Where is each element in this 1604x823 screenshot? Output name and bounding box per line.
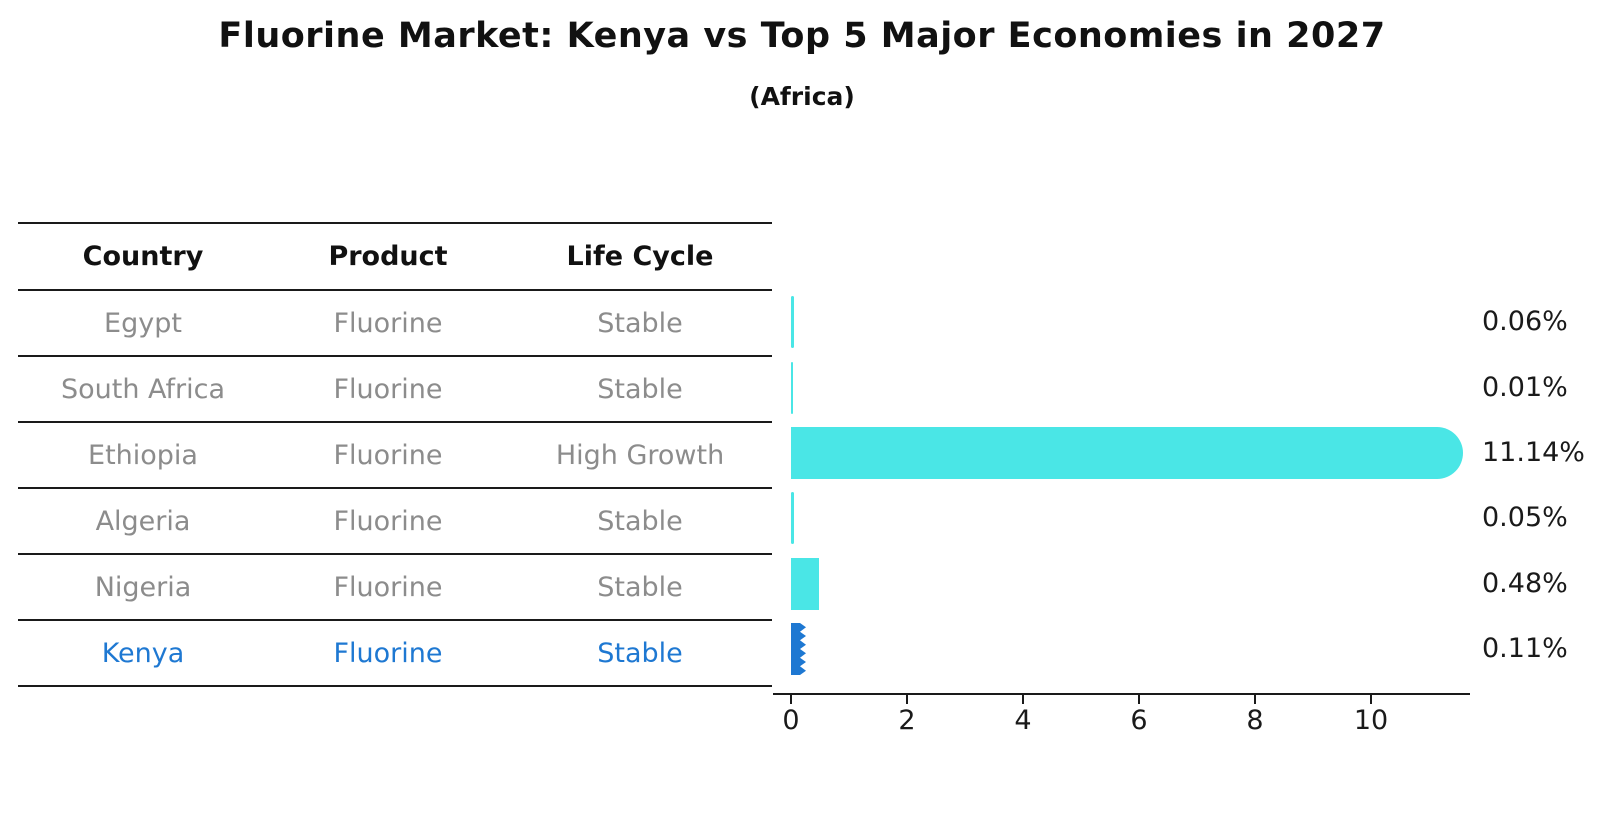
value-label-algeria: 0.05%	[1482, 502, 1568, 533]
value-label-ethiopia: 11.14%	[1482, 436, 1585, 468]
chart-title: Fluorine Market: Kenya vs Top 5 Major Ec…	[218, 16, 1386, 56]
value-label-south-africa: 0.01%	[1482, 371, 1568, 403]
table-row-kenya-cell-1: Fluorine	[333, 637, 443, 669]
x-tick-mark-4	[1022, 695, 1024, 704]
chart-subtitle: (Africa)	[749, 82, 855, 111]
table-row-egypt-cell-0: Egypt	[104, 307, 182, 339]
table-row-south-africa-cell-2: Stable	[597, 373, 683, 405]
table-row-south-africa: South Africa Fluorine Stable	[18, 357, 772, 423]
x-tick-mark-0	[790, 695, 792, 704]
table-row-algeria-cell-2: Stable	[597, 505, 683, 537]
table-row-ethiopia-cell-1: Fluorine	[333, 439, 443, 471]
table-row-egypt: Egypt Fluorine Stable	[18, 291, 772, 357]
table-row-nigeria-cell-2: Stable	[597, 571, 683, 603]
table-header-row-cell-2: Life Cycle	[566, 241, 714, 272]
table-row-kenya-cell-2: Stable	[597, 637, 683, 669]
x-axis-line	[773, 693, 1470, 695]
bar-nigeria	[791, 557, 819, 610]
table-row-south-africa-cell-0: South Africa	[60, 373, 226, 405]
bar-south-africa	[791, 361, 793, 414]
bar-egypt	[791, 296, 795, 348]
table-row-kenya-cell-0: Kenya	[101, 637, 185, 669]
table-row-nigeria-cell-0: Nigeria	[94, 571, 192, 603]
x-tick-label-6: 6	[1130, 705, 1148, 736]
table-row-kenya: Kenya Fluorine Stable	[18, 621, 772, 687]
bar-algeria	[791, 492, 794, 544]
x-tick-mark-10	[1370, 695, 1372, 704]
table-row-ethiopia: Ethiopia Fluorine High Growth	[18, 423, 772, 489]
table-row-egypt-cell-1: Fluorine	[333, 307, 443, 339]
value-label-nigeria: 0.48%	[1482, 567, 1568, 599]
bar-ethiopia	[791, 426, 1464, 479]
x-tick-label-0: 0	[782, 705, 800, 736]
x-tick-mark-6	[1138, 695, 1140, 704]
table-row-egypt-cell-2: Stable	[597, 307, 683, 339]
table-row-ethiopia-cell-2: High Growth	[555, 439, 725, 471]
market-table: Country Product Life Cycle Egypt Fluorine Sta…	[18, 222, 772, 687]
table-row-algeria: Algeria Fluorine Stable	[18, 489, 772, 555]
x-tick-label-8: 8	[1246, 705, 1264, 736]
x-tick-mark-8	[1254, 695, 1256, 704]
table-row-algeria-cell-0: Algeria	[95, 505, 191, 537]
table-header-row-cell-0: Country	[82, 241, 204, 272]
x-tick-mark-2	[906, 695, 908, 704]
x-tick-label-2: 2	[898, 705, 916, 736]
value-label-egypt: 0.06%	[1482, 306, 1568, 337]
value-label-kenya: 0.11%	[1482, 632, 1568, 664]
table-header-row: Country Product Life Cycle	[18, 224, 772, 291]
x-tick-label-10: 10	[1353, 705, 1389, 736]
table-header-row-cell-1: Product	[328, 241, 448, 272]
table-row-nigeria-cell-1: Fluorine	[333, 571, 443, 603]
table-row-south-africa-cell-1: Fluorine	[333, 373, 443, 405]
table-row-ethiopia-cell-0: Ethiopia	[88, 439, 198, 471]
x-tick-label-4: 4	[1014, 705, 1032, 736]
bar-kenya	[791, 622, 806, 675]
table-row-nigeria: Nigeria Fluorine Stable	[18, 555, 772, 621]
table-row-algeria-cell-1: Fluorine	[333, 505, 443, 537]
